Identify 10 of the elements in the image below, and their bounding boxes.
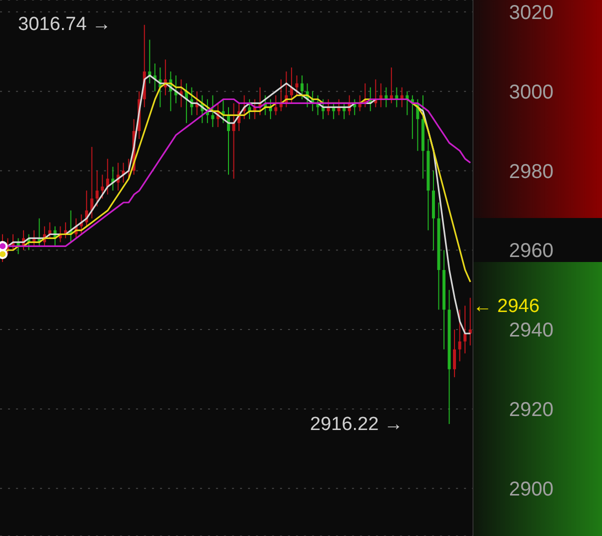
y-tick-label: 2900: [509, 478, 554, 500]
y-tick-label: 3000: [509, 81, 554, 104]
y-tick-label: 3020: [509, 2, 554, 24]
y-tick-label: 2940: [509, 320, 554, 342]
y-tick-label: 2920: [509, 399, 554, 422]
annotation: 3016.74 →: [18, 13, 111, 37]
y-tick-label: 2980: [509, 160, 554, 183]
annotation: 2916.22 →: [310, 413, 403, 437]
y-tick-label: 2960: [509, 240, 554, 262]
annotation: ← 2946: [473, 295, 540, 319]
